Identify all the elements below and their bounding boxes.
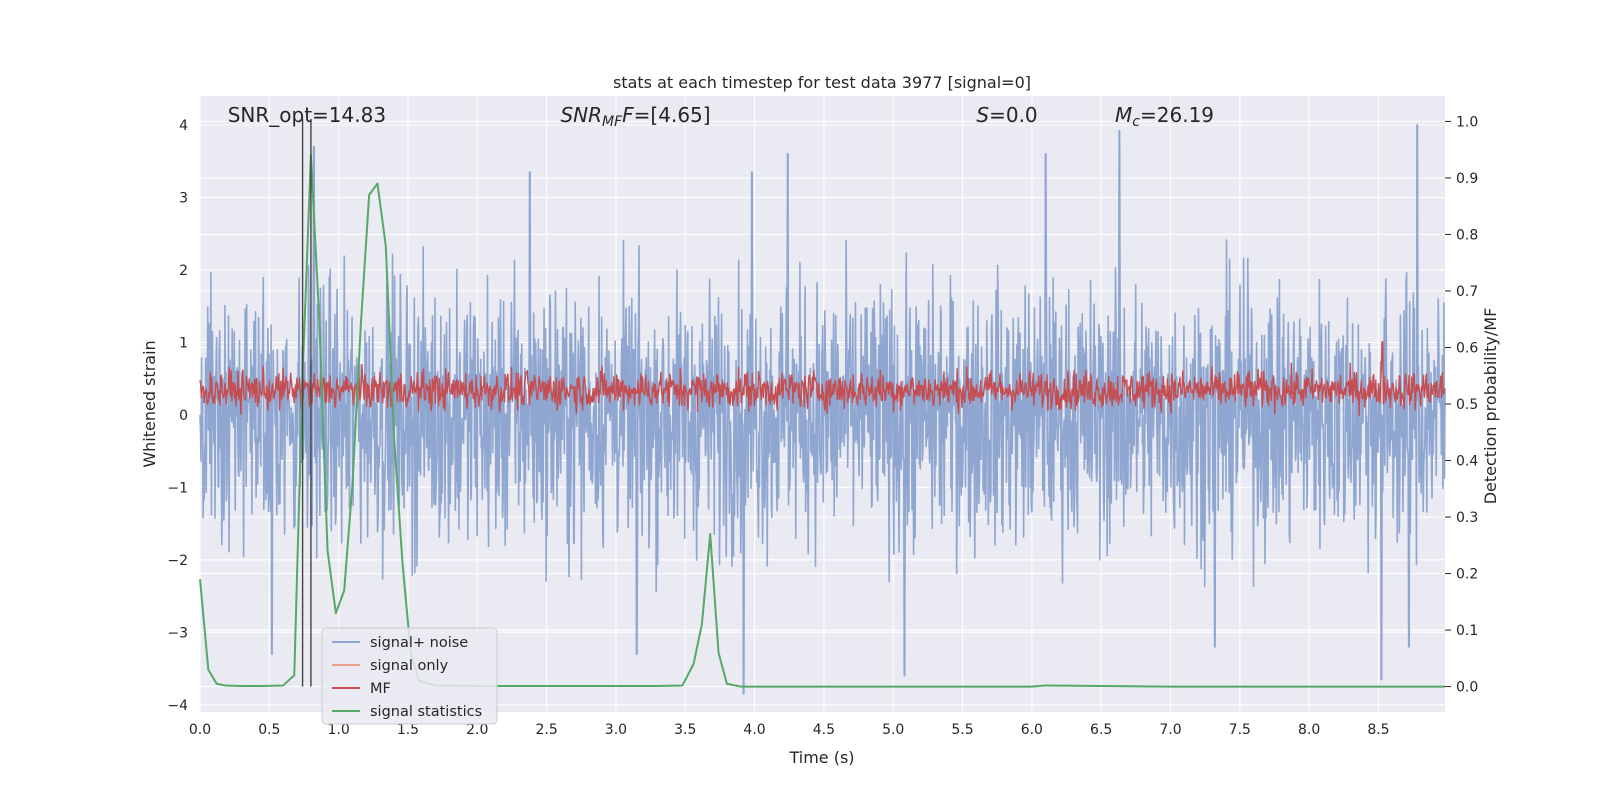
x-tick-label: 8.0 bbox=[1298, 722, 1320, 738]
y-tick-label-left: −3 bbox=[167, 625, 188, 641]
x-tick-label: 6.5 bbox=[1090, 722, 1112, 738]
x-tick-label: 5.5 bbox=[951, 722, 973, 738]
x-tick-label: 6.0 bbox=[1021, 722, 1043, 738]
y-tick-label-right: 0.3 bbox=[1456, 510, 1478, 526]
y-tick-label-right: 0.9 bbox=[1456, 171, 1478, 187]
legend-label: signal only bbox=[370, 658, 449, 674]
legend-label: MF bbox=[370, 681, 391, 697]
x-tick-label: 8.5 bbox=[1367, 722, 1389, 738]
annotation-snr-mf: SNRMFF=[4.65] bbox=[560, 103, 710, 130]
y-tick-label-right: 0.0 bbox=[1456, 680, 1478, 696]
x-tick-label: 0.5 bbox=[258, 722, 280, 738]
legend: signal+ noise signal only MF signal statist… bbox=[321, 627, 498, 725]
y-tick-label-right: 0.1 bbox=[1456, 623, 1478, 639]
series-layer bbox=[199, 124, 1446, 695]
y-tick-label-right: 0.6 bbox=[1456, 340, 1478, 356]
y-tick-label-left: 0 bbox=[179, 408, 188, 424]
x-tick-label: 4.0 bbox=[743, 722, 765, 738]
x-tick-label: 2.0 bbox=[466, 722, 488, 738]
x-tick-label: 0.0 bbox=[189, 722, 211, 738]
annotation-snr-opt: SNR_opt=14.83 bbox=[228, 103, 386, 127]
tick-layer: 0.0 0.5 1.0 1.5 2.0 2.5 3.0 3.5 4.0 4.5 5.0 5.5 6.0 6… bbox=[167, 114, 1478, 738]
x-axis-label: Time (s) bbox=[788, 748, 854, 767]
y-tick-label-right: 0.5 bbox=[1456, 397, 1478, 413]
x-tick-label: 5.0 bbox=[882, 722, 904, 738]
y-tick-label-left: 4 bbox=[179, 118, 188, 134]
y-tick-label-right: 0.4 bbox=[1456, 454, 1478, 470]
y-tick-label-left: −2 bbox=[167, 553, 188, 569]
x-tick-label: 1.5 bbox=[397, 722, 419, 738]
y-tick-label-right: 0.8 bbox=[1456, 227, 1478, 243]
y-tick-label-right: 1.0 bbox=[1456, 114, 1478, 130]
chart-title: stats at each timestep for test data 397… bbox=[613, 73, 1031, 92]
y-axis-label-right: Detection probability/MF bbox=[1481, 308, 1500, 505]
y-tick-label-left: −1 bbox=[167, 480, 188, 496]
legend-box bbox=[321, 627, 498, 725]
series-signal-noise bbox=[199, 124, 1446, 695]
x-tick-label: 1.0 bbox=[328, 722, 350, 738]
y-tick-label-left: 2 bbox=[179, 263, 188, 279]
x-tick-label: 3.5 bbox=[674, 722, 696, 738]
x-tick-label: 7.5 bbox=[1229, 722, 1251, 738]
x-tick-label: 4.5 bbox=[813, 722, 835, 738]
annotation-layer: SNR_opt=14.83 SNRMFF=[4.65] S=0.0 Mc=26.19 bbox=[228, 103, 1214, 130]
annotation-s-stat: S=0.0 bbox=[976, 103, 1037, 127]
y-tick-label-left: 1 bbox=[179, 335, 188, 351]
vertical-markers bbox=[301, 119, 312, 687]
series-signal-statistics bbox=[199, 154, 1445, 688]
y-tick-label-right: 0.2 bbox=[1456, 567, 1478, 583]
legend-label: signal statistics bbox=[370, 704, 482, 720]
x-tick-label: 2.5 bbox=[535, 722, 557, 738]
series-mf bbox=[199, 341, 1446, 416]
legend-label: signal+ noise bbox=[370, 635, 468, 651]
x-tick-label: 3.0 bbox=[605, 722, 627, 738]
annotation-chirp-mass: Mc=26.19 bbox=[1115, 103, 1214, 130]
y-axis-label-left: Whitened strain bbox=[140, 340, 159, 467]
x-tick-label: 7.0 bbox=[1159, 722, 1181, 738]
y-tick-label-right: 0.7 bbox=[1456, 284, 1478, 300]
y-tick-label-left: −4 bbox=[167, 698, 188, 714]
y-tick-label-left: 3 bbox=[179, 190, 188, 206]
